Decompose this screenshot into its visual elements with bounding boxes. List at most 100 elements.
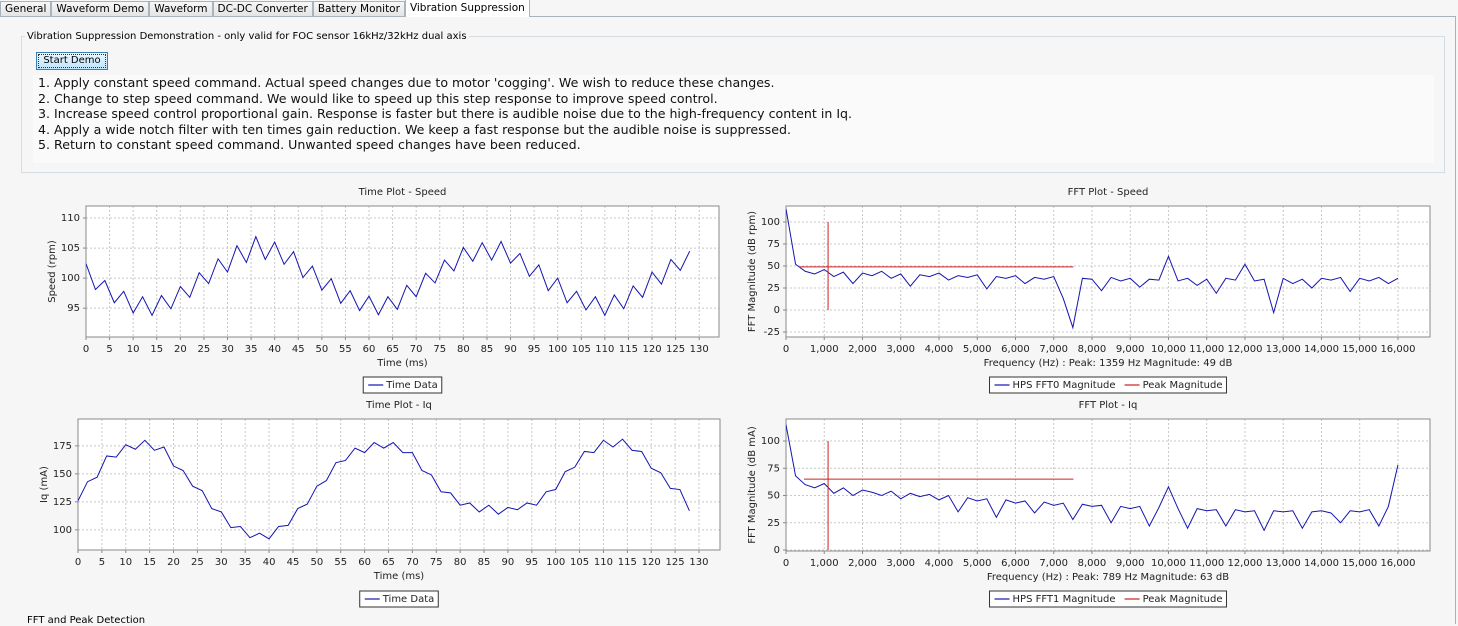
legend-box bbox=[989, 376, 1227, 394]
x-tick-label: 10 bbox=[127, 344, 140, 355]
instructions: 1. Apply constant speed command. Actual … bbox=[33, 75, 1434, 163]
x-axis-label: Frequency (Hz) : Peak: 789 Hz Magnitude:… bbox=[987, 572, 1229, 583]
x-tick-label: 45 bbox=[287, 557, 300, 568]
x-tick-label: 13,000 bbox=[1266, 344, 1301, 355]
start-demo-button[interactable]: Start Demo bbox=[36, 52, 108, 70]
x-tick-label: 120 bbox=[642, 557, 661, 568]
x-tick-label: 110 bbox=[594, 557, 613, 568]
x-tick-label: 1,000 bbox=[810, 344, 839, 355]
x-tick-label: 85 bbox=[481, 344, 494, 355]
y-tick-label: 0 bbox=[774, 305, 780, 316]
x-tick-label: 15 bbox=[150, 344, 163, 355]
plot-border bbox=[85, 205, 720, 338]
x-tick-label: 9,000 bbox=[1116, 344, 1145, 355]
x-tick-label: 80 bbox=[454, 557, 467, 568]
series-line bbox=[799, 222, 1074, 310]
series-line bbox=[786, 208, 1399, 330]
tab[interactable]: DC-DC Converter bbox=[212, 1, 313, 16]
plot-area bbox=[78, 419, 720, 550]
x-tick-label: 95 bbox=[528, 344, 541, 355]
x-tick-label: 50 bbox=[310, 557, 323, 568]
x-axis-label: Time (ms) bbox=[373, 571, 425, 582]
y-tick-label: 75 bbox=[767, 239, 780, 250]
legend-label: HPS FFT0 Magnitude bbox=[1013, 380, 1116, 391]
x-tick-label: 90 bbox=[502, 557, 515, 568]
group-box bbox=[21, 36, 1445, 173]
x-tick-label: 35 bbox=[245, 344, 258, 355]
x-tick-label: 105 bbox=[570, 557, 589, 568]
x-tick-label: 8,000 bbox=[1078, 558, 1107, 569]
x-tick-label: 7,000 bbox=[1039, 558, 1068, 569]
y-axis-label: Speed (rpm) bbox=[47, 240, 58, 303]
series-line bbox=[86, 235, 691, 317]
plot-border bbox=[77, 418, 721, 551]
x-tick-label: 16,000 bbox=[1380, 558, 1415, 569]
x-tick-label: 5,000 bbox=[963, 558, 992, 569]
x-tick-label: 0 bbox=[83, 344, 89, 355]
x-axis-label: Time (ms) bbox=[376, 358, 428, 369]
tab-active[interactable]: Vibration Suppression bbox=[404, 0, 530, 17]
y-tick-label: 100 bbox=[761, 436, 780, 447]
y-tick-label: 110 bbox=[61, 213, 80, 224]
x-tick-label: 11,000 bbox=[1189, 344, 1224, 355]
series-line bbox=[78, 438, 690, 540]
x-tick-label: 20 bbox=[174, 344, 187, 355]
x-tick-label: 45 bbox=[292, 344, 305, 355]
y-tick-label: 100 bbox=[53, 525, 72, 536]
legend-box bbox=[362, 376, 443, 394]
y-tick-label: 50 bbox=[767, 261, 780, 272]
x-tick-label: 1,000 bbox=[810, 558, 839, 569]
x-tick-label: 0 bbox=[783, 558, 789, 569]
x-tick-label: 55 bbox=[339, 344, 352, 355]
x-tick-label: 13,000 bbox=[1266, 558, 1301, 569]
x-tick-label: 115 bbox=[619, 344, 638, 355]
x-tick-label: 95 bbox=[525, 557, 538, 568]
x-tick-label: 50 bbox=[315, 344, 328, 355]
chart-title: FFT Plot - Speed bbox=[1068, 187, 1149, 198]
x-tick-label: 10,000 bbox=[1151, 558, 1186, 569]
chart-title: FFT Plot - Iq bbox=[1079, 400, 1138, 411]
x-tick-label: 3,000 bbox=[886, 344, 915, 355]
x-tick-label: 65 bbox=[386, 344, 399, 355]
x-tick-label: 55 bbox=[334, 557, 347, 568]
group-title: Vibration Suppression Demonstration - on… bbox=[25, 31, 469, 42]
x-tick-label: 6,000 bbox=[1001, 344, 1030, 355]
legend-label: Time Data bbox=[385, 380, 438, 391]
x-tick-label: 12,000 bbox=[1227, 344, 1262, 355]
x-tick-label: 120 bbox=[642, 344, 661, 355]
plot-border bbox=[785, 205, 1431, 338]
tab[interactable]: Battery Monitor bbox=[312, 1, 405, 16]
instruction-line: 4. Apply a wide notch filter with ten ti… bbox=[38, 121, 791, 137]
x-tick-label: 35 bbox=[239, 557, 252, 568]
x-tick-label: 3,000 bbox=[886, 558, 915, 569]
instruction-line: 2. Change to step speed command. We woul… bbox=[38, 90, 718, 106]
y-tick-label: 125 bbox=[53, 497, 72, 508]
x-tick-label: 125 bbox=[666, 344, 685, 355]
x-tick-label: 4,000 bbox=[925, 558, 954, 569]
tab[interactable]: Waveform bbox=[149, 1, 213, 16]
legend-label: Peak Magnitude bbox=[1143, 380, 1223, 391]
y-tick-label: 25 bbox=[767, 518, 780, 529]
x-tick-label: 9,000 bbox=[1116, 558, 1145, 569]
x-tick-label: 5 bbox=[99, 557, 105, 568]
y-axis-label: Iq (mA) bbox=[39, 466, 50, 503]
y-tick-label: 150 bbox=[53, 469, 72, 480]
tab[interactable]: Waveform Demo bbox=[51, 1, 150, 16]
instruction-line: 3. Increase speed control proportional g… bbox=[38, 106, 853, 122]
window-border bbox=[1455, 16, 1456, 624]
x-tick-label: 25 bbox=[191, 557, 204, 568]
x-tick-label: 25 bbox=[198, 344, 211, 355]
x-tick-label: 7,000 bbox=[1039, 344, 1068, 355]
x-tick-label: 130 bbox=[690, 344, 709, 355]
x-tick-label: 15 bbox=[143, 557, 156, 568]
legend-box bbox=[989, 590, 1227, 608]
y-axis-label: FFT Magnitude (dB mA) bbox=[747, 426, 758, 544]
x-tick-label: 100 bbox=[546, 557, 565, 568]
x-tick-label: 65 bbox=[382, 557, 395, 568]
x-tick-label: 6,000 bbox=[1001, 558, 1030, 569]
x-tick-label: 2,000 bbox=[848, 344, 877, 355]
tab[interactable]: General bbox=[0, 1, 52, 16]
tab-bar: General Waveform Demo Waveform DC-DC Con… bbox=[0, 0, 1455, 17]
x-tick-label: 5 bbox=[106, 344, 112, 355]
